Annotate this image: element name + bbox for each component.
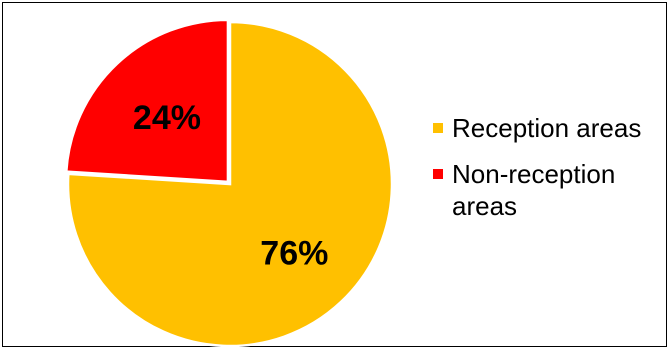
pie-slice-reception xyxy=(66,20,394,348)
legend-label-non-reception: Non-reception areas xyxy=(452,159,616,221)
chart-legend: Reception areas Non-reception areas xyxy=(433,112,663,236)
legend-swatch-non-reception xyxy=(433,169,443,179)
legend-item-non-reception: Non-reception areas xyxy=(433,158,663,222)
legend-label-reception: Reception areas xyxy=(452,113,642,143)
slice-label-reception: 76% xyxy=(260,234,328,272)
pie-slice-non-reception xyxy=(64,18,230,184)
legend-item-reception: Reception areas xyxy=(433,112,663,144)
legend-swatch-reception xyxy=(433,123,443,133)
slice-label-non-reception: 24% xyxy=(133,99,201,137)
pie-slices xyxy=(64,18,394,348)
